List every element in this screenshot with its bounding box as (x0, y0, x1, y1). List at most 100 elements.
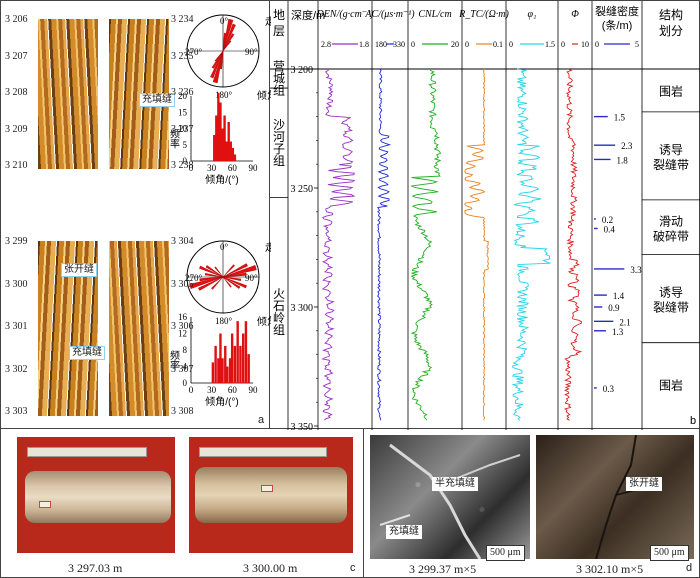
formation-label: 组 (273, 154, 285, 168)
rtc-curve (464, 68, 490, 421)
fracture-density-label: 0.4 (604, 224, 616, 234)
rose-label-270: 270° (185, 47, 203, 57)
rose-label-0: 0° (220, 16, 229, 26)
hist-bar (241, 333, 245, 383)
header-fracture: 裂缝密度 (595, 4, 639, 18)
panel-b-well-log: 地层深度/m DEN/(g·cm⁻³) 2.8 1.8 AC/(μs·m⁻¹) 180 33… (270, 0, 700, 430)
panel-a-tag: a (258, 414, 265, 426)
hist-bar (211, 362, 215, 383)
scale-bar-2: 500 μm (650, 545, 689, 561)
rose-petal (212, 50, 224, 84)
rose-label-180: 180° (215, 316, 233, 326)
header-phi-min: 0 (561, 40, 565, 49)
label-filled-fracture: 充填缝 (386, 525, 422, 539)
core-depth-label: 3 303 (5, 406, 28, 417)
core-depth-label: 3 306 (171, 321, 194, 332)
callout-open-fracture: 张开缝 (61, 263, 97, 277)
hist-x-tick: 90 (249, 163, 259, 173)
hist-bar (221, 358, 224, 383)
rose-dip-label: 倾角 (257, 89, 271, 102)
thin-section-1 (370, 435, 530, 559)
rose-petal (222, 276, 241, 289)
callout-filled-fracture-1: 充填缝 (139, 93, 175, 107)
fracture-density-label: 3.3 (630, 265, 642, 275)
header-depth: 深度/m (291, 8, 325, 22)
hist-x-tick: 60 (228, 163, 238, 173)
label-open-fracture: 张开缝 (626, 477, 662, 491)
core-depth-label: 3 302 (5, 363, 28, 375)
scale-bar-1: 500 μm (486, 545, 525, 561)
rose-strike-label: 走向 (265, 15, 271, 28)
hist-x-tick: 30 (207, 385, 217, 395)
core-depth-label: 3 304 (171, 236, 194, 247)
header-strata: 地 (273, 8, 285, 22)
hist-x-tick: 90 (249, 385, 259, 395)
phi1-curve (511, 68, 551, 421)
hist-x-label: 倾角/(°) (205, 395, 238, 408)
header-phi: Φ (571, 9, 579, 20)
hist-bar (230, 333, 234, 383)
hist-y-tick: 15 (178, 107, 188, 117)
hist-bar (244, 321, 248, 383)
fracture-density-label: 0.3 (603, 384, 615, 394)
panel-c-tag: c (350, 562, 356, 574)
header-fracture-min: 0 (595, 40, 599, 49)
rose-label-90: 90° (245, 273, 258, 283)
header-cnl-min: 0 (411, 40, 415, 49)
rose-petal (210, 50, 224, 79)
hist-x-tick: 60 (228, 385, 238, 395)
thin-section-2 (536, 435, 694, 559)
hist-bar (217, 358, 220, 383)
hist-y-tick: 10 (178, 124, 188, 134)
hist-bar (227, 122, 230, 161)
rose-petal (222, 18, 234, 52)
rose-petal (222, 264, 235, 278)
core-depth-label: 3 207 (5, 50, 28, 62)
fracture-density-label: 1.8 (617, 155, 629, 165)
header-phi1: φ₁ (527, 9, 536, 20)
depth-tick-label: 3 300 (291, 303, 314, 314)
fracture-density-label: 1.4 (613, 291, 625, 301)
core-photo-caption-1: 3 297.03 m (68, 561, 123, 575)
hist-bar (228, 358, 232, 383)
header-rtc: R_TC/(Ω·m) (458, 9, 509, 20)
panel-c-core-photos: 3 297.03 m 3 300.00 m c (0, 429, 364, 578)
hist-bar (221, 128, 224, 161)
formation-label: 营 (273, 60, 285, 74)
thin-section-caption-2: 3 302.10 m×5 (576, 562, 644, 576)
core-photo-1 (17, 437, 175, 553)
hist-x-tick: 0 (189, 385, 194, 395)
hist-bar (231, 148, 235, 161)
hist-bar (225, 141, 228, 161)
header-structure: 结构 (659, 7, 683, 22)
hist-bar (215, 115, 218, 161)
fracture-density-label: 0.9 (608, 303, 620, 313)
den-curve (321, 68, 356, 421)
hist-y-tick: 16 (178, 312, 188, 322)
hist-bar (233, 345, 237, 383)
hist-y-label: 频率 (168, 127, 180, 149)
cnl-curve (410, 68, 442, 421)
rose-petal (222, 33, 235, 52)
core-photo-caption-2: 3 300.00 m (243, 561, 298, 575)
formation-label: 子 (273, 142, 285, 156)
hist-bar (236, 321, 239, 383)
header-phi1-max: 1.5 (545, 40, 555, 49)
rose-petal (222, 32, 227, 52)
core-depth-label: 3 237 (171, 123, 194, 135)
core-depth-label: 3 234 (171, 14, 194, 25)
rose-petal (219, 50, 224, 70)
phi-curve (563, 68, 583, 421)
structure-zone-label: 诱导 (659, 286, 683, 300)
panel-a-charts: 0°90°180°270°走向倾角0°90°180°270°走向倾角051015… (168, 14, 271, 408)
header-fracture-max: 5 (635, 40, 639, 49)
core-depth-label: 3 208 (5, 87, 28, 98)
header-cnl-max: 20 (451, 40, 459, 49)
rose-label-180: 180° (215, 90, 233, 100)
panel-d-tag: d (686, 562, 693, 574)
structure-zone-label: 裂缝带 (653, 300, 689, 315)
hist-bar (229, 141, 232, 161)
rose-label-0: 0° (220, 242, 229, 252)
hist-bar (247, 354, 250, 383)
